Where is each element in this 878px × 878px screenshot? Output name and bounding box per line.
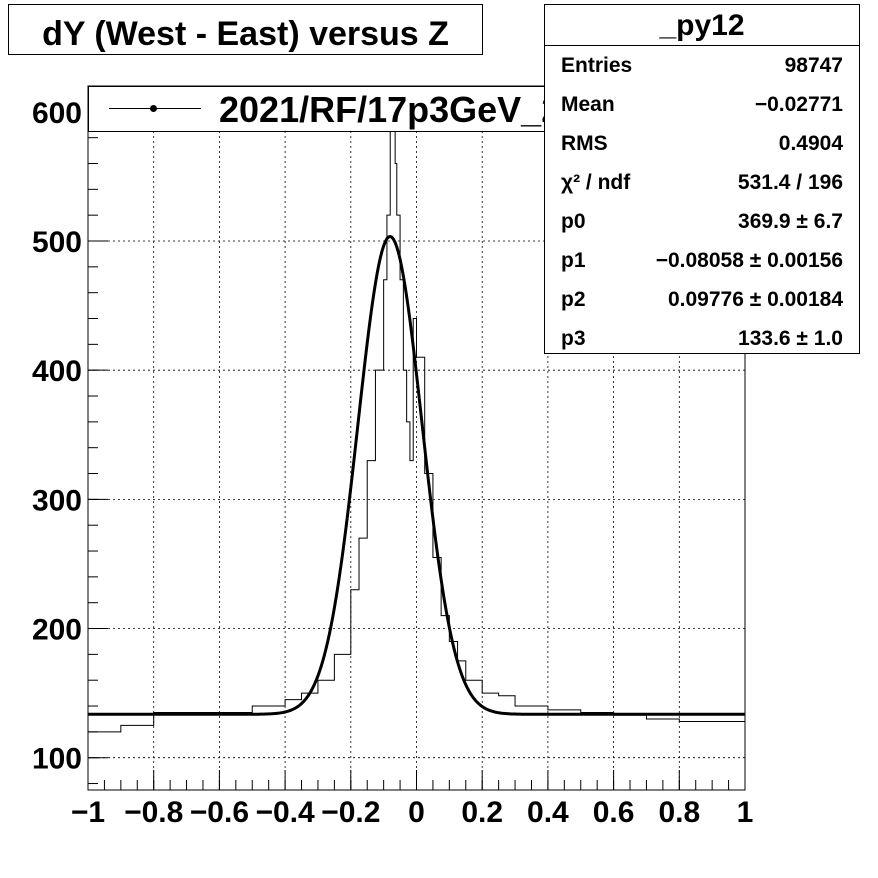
x-tick-label: −0.8 <box>124 796 183 829</box>
fit-curve <box>88 234 745 716</box>
stats-value: 369.9 ± 6.7 <box>738 210 843 233</box>
stats-separator <box>545 45 859 46</box>
legend-dot-marker <box>150 105 157 112</box>
stats-key: χ² / ndf <box>561 171 631 194</box>
stats-key: Entries <box>561 54 633 77</box>
y-tick-label: 600 <box>32 97 82 130</box>
stats-value: 133.6 ± 1.0 <box>738 327 843 350</box>
x-tick-label: −0.2 <box>321 796 380 829</box>
stats-value: −0.08058 ± 0.00156 <box>655 249 843 272</box>
stats-box: _py12 Entries 98747 Mean −0.02771 RMS 0.490… <box>544 4 860 354</box>
chart-title: dY (West - East) versus Z <box>42 15 449 53</box>
stats-row-mean: Mean −0.02771 <box>545 85 859 124</box>
x-tick-label: −0.4 <box>255 796 315 829</box>
stats-row-chi2: χ² / ndf 531.4 / 196 <box>545 163 859 202</box>
y-tick-label: 300 <box>32 484 82 517</box>
x-tick-label: −0.6 <box>190 796 249 829</box>
y-tick-label: 200 <box>32 614 82 647</box>
legend: 2021/RF/17p3GeV_2021 <box>88 86 621 132</box>
x-tick-label: 0.6 <box>593 796 635 829</box>
y-tick-label: 500 <box>32 226 82 259</box>
stats-row-entries: Entries 98747 <box>545 46 859 85</box>
stats-row-p3: p3 133.6 ± 1.0 <box>545 319 859 358</box>
title-box: dY (West - East) versus Z <box>8 4 483 55</box>
x-tick-label: 1 <box>737 796 754 829</box>
stats-value: 98747 <box>784 54 843 77</box>
stats-title: _py12 <box>659 9 745 42</box>
stats-row-rms: RMS 0.4904 <box>545 124 859 163</box>
stats-row-p0: p0 369.9 ± 6.7 <box>545 202 859 241</box>
stats-value: 531.4 / 196 <box>737 171 843 194</box>
stats-key: p1 <box>561 249 586 272</box>
x-tick-label: 0 <box>408 796 425 829</box>
stats-key: p2 <box>561 288 586 311</box>
y-tick-label: 400 <box>32 355 82 388</box>
x-tick-label: 0.4 <box>527 796 569 829</box>
x-tick-label: 0.2 <box>461 796 503 829</box>
stats-value: 0.4904 <box>778 132 843 155</box>
stats-key: p3 <box>561 327 586 350</box>
stats-row-p2: p2 0.09776 ± 0.00184 <box>545 280 859 319</box>
stats-row-p1: p1 −0.08058 ± 0.00156 <box>545 241 859 280</box>
stats-key: p0 <box>561 210 586 233</box>
stats-value: −0.02771 <box>754 93 843 116</box>
stats-key: Mean <box>561 93 615 116</box>
x-tick-label: −1 <box>71 796 105 829</box>
stats-value: 0.09776 ± 0.00184 <box>667 288 843 311</box>
stats-key: RMS <box>561 132 608 155</box>
y-tick-label: 100 <box>32 743 82 776</box>
x-tick-label: 0.8 <box>658 796 700 829</box>
